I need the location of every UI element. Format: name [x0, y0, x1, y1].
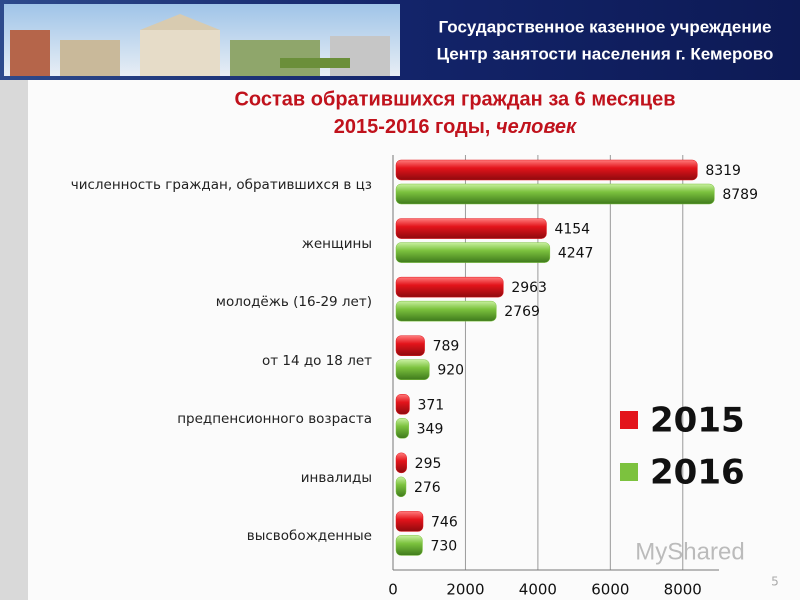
bar [395, 335, 425, 356]
category-label-box: численность граждан, обратившихся в цз [70, 177, 372, 193]
value-label: 276 [414, 480, 441, 496]
bar [395, 418, 409, 439]
slide-number: 5 [771, 575, 779, 589]
bar [395, 218, 547, 239]
x-tick-label: 2000 [446, 581, 484, 599]
bar [395, 535, 423, 556]
value-label: 2963 [511, 280, 547, 296]
header-line: Государственное казенное учреждение [439, 17, 772, 36]
side-stripe [0, 80, 28, 600]
category-label-box: предпенсионного возраста [177, 411, 372, 428]
value-label: 789 [433, 339, 460, 355]
header-line: Центр занятости населения г. Кемерово [437, 44, 774, 63]
value-label: 8789 [722, 187, 758, 203]
category-label: женщины [301, 235, 372, 252]
value-label: 4247 [558, 246, 594, 262]
category-label: высвобожденные [246, 528, 372, 545]
legend-swatch [620, 411, 638, 429]
legend-label: 2015 [650, 401, 745, 441]
value-label: 746 [431, 514, 458, 530]
bar [395, 476, 407, 498]
subtitle-text: 2015-2016 годы, [334, 116, 491, 138]
value-label: 8319 [705, 163, 741, 179]
category-label-box: от 14 до 18 лет [261, 352, 372, 369]
value-label: 4154 [554, 222, 590, 238]
x-tick-label: 4000 [519, 581, 557, 599]
value-label: 730 [430, 538, 457, 554]
unit-text: человек [496, 116, 577, 138]
watermark: MyShared [635, 538, 744, 565]
bar [395, 242, 551, 263]
bar [395, 159, 698, 181]
category-label: молодёжь (16-29 лет) [215, 294, 372, 311]
category-label: предпенсионного возраста [177, 411, 372, 428]
legend-label: 2016 [650, 453, 745, 493]
chart-subtitle: 2015-2016 годы, человек [334, 116, 577, 138]
legend-swatch [620, 463, 638, 481]
chart-title: Состав обратившихся граждан за 6 месяцев [234, 88, 675, 110]
value-label: 371 [417, 397, 444, 413]
category-label-box: инвалиды [300, 469, 372, 486]
value-label: 920 [437, 363, 464, 379]
category-label: инвалиды [300, 469, 372, 486]
bar [395, 276, 504, 298]
value-label: 295 [415, 456, 442, 472]
bar [395, 452, 407, 474]
header-photo [4, 4, 400, 76]
x-tick-label: 8000 [664, 581, 702, 599]
category-label: численность граждан, обратившихся в цз [70, 177, 372, 193]
x-tick-label: 6000 [591, 581, 629, 599]
category-label: от 14 до 18 лет [261, 352, 372, 369]
bar [395, 394, 410, 415]
x-tick-label: 0 [388, 581, 398, 599]
value-label: 2769 [504, 304, 540, 320]
value-label: 349 [417, 421, 444, 437]
bar [395, 359, 430, 380]
category-label-box: молодёжь (16-29 лет) [215, 294, 372, 311]
category-label-box: женщины [301, 235, 372, 252]
bar [395, 183, 715, 205]
category-label-box: высвобожденные [246, 528, 372, 545]
bar [395, 300, 497, 322]
bar [395, 511, 424, 532]
